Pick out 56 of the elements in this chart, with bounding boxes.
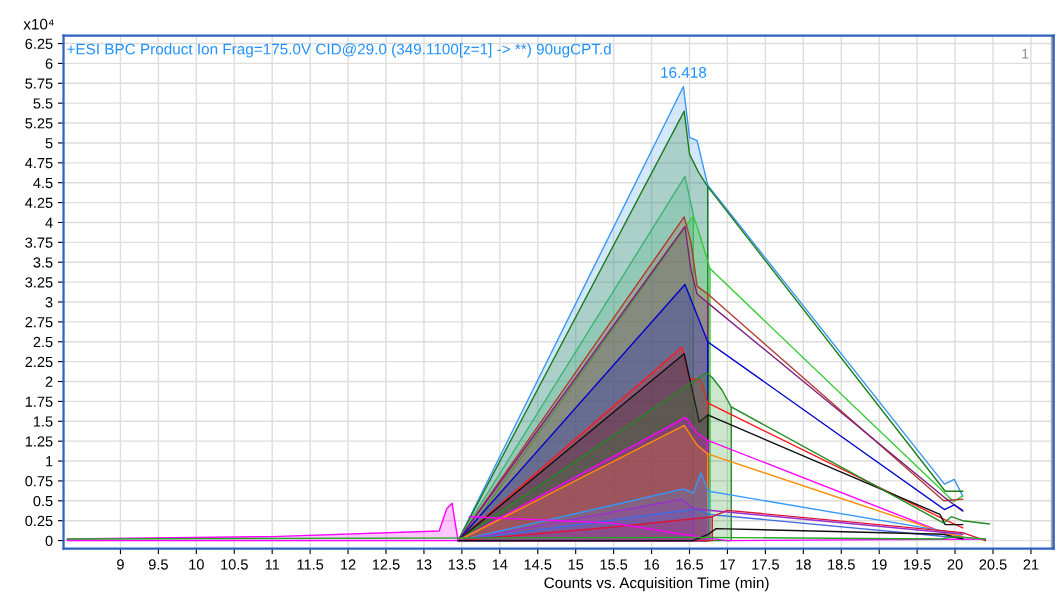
- y-tick-label: 3.25: [25, 277, 53, 288]
- x-tick-label: 15: [568, 559, 584, 570]
- y-tick-label: 3.5: [33, 257, 53, 268]
- y-tick-label: 2: [45, 376, 53, 387]
- x-tick-label: 12: [341, 559, 356, 570]
- y-tick-label: 4.75: [25, 158, 53, 169]
- x-tick-label: 9.5: [148, 559, 168, 570]
- x-tick-label: 11: [265, 559, 280, 570]
- y-tick-label: 0.5: [33, 495, 53, 507]
- y-tick-label: 1.5: [33, 416, 53, 427]
- annotation: 16.418: [661, 67, 707, 78]
- y-tick-label: 4: [45, 217, 53, 228]
- y-tick-label: 5.25: [25, 118, 53, 129]
- x-tick-label: 18.5: [828, 559, 855, 570]
- y-tick-label: 1.25: [25, 436, 53, 447]
- x-tick-label: 18: [796, 559, 811, 570]
- y-tick-label: 2.25: [25, 356, 53, 368]
- x-tick-label: 20: [947, 559, 963, 570]
- x-tick-label: 16: [644, 559, 660, 570]
- x-tick-label: 17.5: [752, 559, 779, 570]
- x-tick-label: 13.5: [448, 559, 476, 570]
- x-tick-label: 12.5: [372, 559, 400, 570]
- y-tick-label: 0.25: [25, 515, 53, 527]
- y-tick-label: 6: [45, 58, 53, 69]
- x-tick-label: 10: [189, 559, 204, 570]
- y-tick-label: 1: [46, 456, 53, 467]
- y-tick-label: 3.75: [25, 237, 53, 248]
- y-tick-label: 5.5: [33, 98, 53, 109]
- y-axis-title: x10⁴: [23, 18, 54, 30]
- x-tick-label: 9: [117, 559, 124, 570]
- x-tick-label: 21: [1023, 559, 1039, 570]
- y-tick-label: 2.5: [33, 336, 53, 348]
- x-tick-label: 20.5: [979, 559, 1007, 570]
- chart-title: +ESI BPC Product Ion Frag=175.0V CID@29.0 (349.1100[z=1] -> **) 90ugCPT.d: [67, 43, 611, 58]
- annotation: 1: [1022, 48, 1029, 59]
- x-tick-label: 11.5: [297, 559, 324, 570]
- x-tick-label: 19.5: [904, 559, 931, 570]
- x-tick-label: 15.5: [600, 559, 628, 570]
- y-tick-label: 0.75: [25, 476, 53, 487]
- x-axis-title: Counts vs. Acquisition Time (min): [544, 576, 769, 592]
- y-tick-label: 3: [45, 297, 53, 308]
- y-tick-label: 4.5: [33, 177, 53, 189]
- x-tick-label: 19: [872, 559, 887, 570]
- x-tick-label: 14: [492, 559, 508, 570]
- x-tick-label: 10.5: [221, 559, 248, 570]
- y-tick-label: 2.75: [25, 316, 53, 328]
- x-tick-label: 13: [416, 559, 432, 570]
- x-tick-label: 16.5: [676, 559, 704, 570]
- x-tick-label: 14.5: [524, 559, 552, 570]
- y-tick-label: 4.25: [25, 197, 53, 209]
- y-tick-label: 0: [45, 535, 53, 546]
- y-tick-label: 5.75: [25, 78, 53, 89]
- y-tick-label: 1.75: [25, 396, 53, 407]
- y-tick-label: 5: [45, 138, 53, 149]
- y-tick-label: 6.25: [25, 38, 53, 49]
- x-tick-label: 17: [720, 559, 735, 570]
